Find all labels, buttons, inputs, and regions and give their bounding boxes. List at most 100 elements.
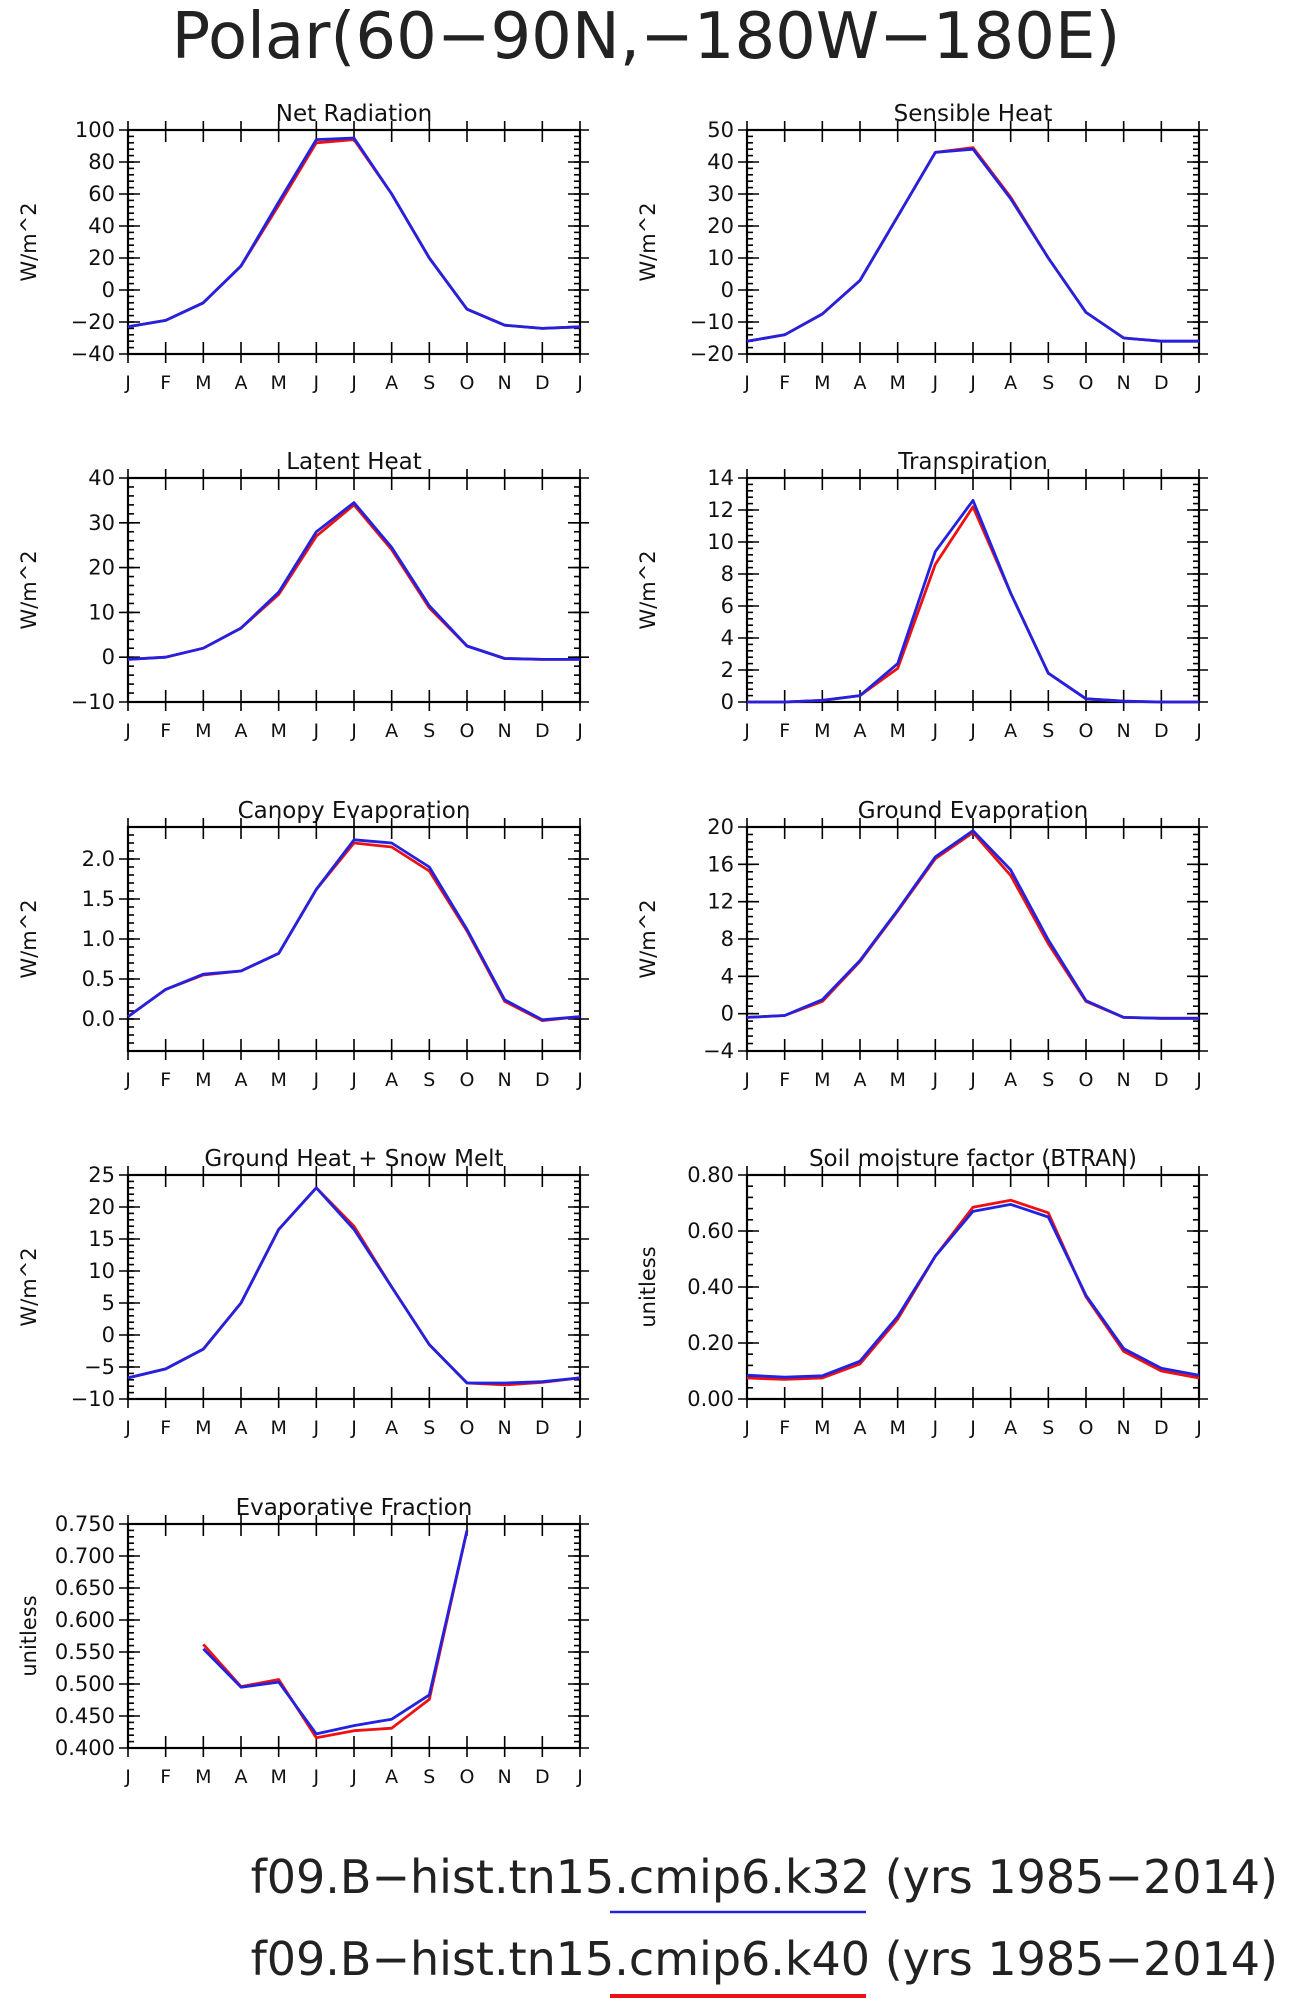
- net-radiation-x-tick-label: D: [535, 372, 550, 394]
- net-radiation-y-tick-label: 0: [102, 278, 115, 302]
- soil-moisture-factor-btran-x-tick-label: M: [814, 1417, 830, 1439]
- soil-moisture-factor-btran-x-tick-label: J: [743, 1417, 750, 1439]
- canopy-evaporation-x-tick-label: J: [576, 1069, 583, 1091]
- latent-heat-series-line-k32: [127, 501, 580, 661]
- transpiration-y-tick-label: 12: [707, 498, 734, 522]
- sensible-heat-x-tick-label: J: [1195, 372, 1202, 394]
- ground-heat-snow-melt-y-tick-label: 20: [88, 1195, 115, 1219]
- latent-heat-series-line-k40: [127, 503, 580, 661]
- sensible-heat-y-tick-label: −20: [690, 342, 734, 366]
- soil-moisture-factor-btran-x-tick-label: J: [969, 1417, 976, 1439]
- ground-evaporation-y-tick-label: 4: [721, 964, 734, 988]
- transpiration-x-tick-label: J: [932, 720, 939, 742]
- soil-moisture-factor-btran-x-tick-label: J: [1195, 1417, 1202, 1439]
- evaporative-fraction-y-tick-label: 0.500: [55, 1672, 115, 1696]
- evaporative-fraction-x-tick-label: F: [160, 1766, 171, 1788]
- ground-evaporation-x-tick-label: O: [1079, 1069, 1094, 1091]
- latent-heat-x-tick-label: D: [535, 720, 550, 742]
- sensible-heat-y-tick-label: 10: [707, 246, 734, 270]
- net-radiation-x-tick-label: S: [423, 372, 435, 394]
- ground-evaporation-x-tick-label: J: [743, 1069, 750, 1091]
- ground-heat-snow-melt-x-tick-label: A: [235, 1417, 248, 1439]
- evaporative-fraction-series-line-k32: [202, 1530, 469, 1736]
- latent-heat-y-axis-label: W/m^2: [17, 550, 41, 629]
- latent-heat-x-tick-label: O: [460, 720, 475, 742]
- ground-heat-snow-melt-y-tick-label: 5: [102, 1291, 115, 1315]
- latent-heat-x-tick-label: M: [270, 720, 286, 742]
- evaporative-fraction-x-tick-label: J: [350, 1766, 357, 1788]
- soil-moisture-factor-btran-series-line-k40: [746, 1198, 1200, 1381]
- soil-moisture-factor-btran-x-tick-label: F: [779, 1417, 790, 1439]
- transpiration-y-tick-label: 10: [707, 530, 734, 554]
- evaporative-fraction-plot-frame: [126, 1522, 582, 1750]
- evaporative-fraction-panel: Evaporative Fractionunitless0.4000.4500.…: [17, 1495, 589, 1788]
- canopy-evaporation-x-tick-label: S: [423, 1069, 435, 1091]
- soil-moisture-factor-btran-x-tick-label: D: [1154, 1417, 1169, 1439]
- transpiration-y-tick-label: 4: [721, 626, 734, 650]
- evaporative-fraction-series-line-k40: [202, 1530, 469, 1740]
- ground-heat-snow-melt-y-tick-label: 15: [88, 1227, 115, 1251]
- canopy-evaporation-y-tick-label: 1.0: [82, 927, 115, 951]
- ground-evaporation-x-tick-label: J: [932, 1069, 939, 1091]
- transpiration-y-tick-label: 8: [721, 562, 734, 586]
- net-radiation-x-tick-label: O: [460, 372, 475, 394]
- net-radiation-series-line-k40: [127, 138, 581, 330]
- ground-evaporation-x-tick-label: M: [889, 1069, 905, 1091]
- ground-evaporation-x-tick-label: J: [1195, 1069, 1202, 1091]
- canopy-evaporation-y-tick-label: 0.5: [82, 967, 115, 991]
- latent-heat-y-tick-label: 20: [88, 556, 115, 580]
- legend-entry-k32: f09.B−hist.tn15.cmip6.k32 (yrs 1985−2014…: [251, 1850, 1278, 1904]
- sensible-heat-x-tick-label: J: [932, 372, 939, 394]
- ground-evaporation-x-tick-label: A: [854, 1069, 867, 1091]
- latent-heat-plot-frame: [126, 476, 582, 704]
- transpiration-y-tick-label: 2: [721, 658, 734, 682]
- ground-heat-snow-melt-y-tick-label: −10: [71, 1387, 115, 1411]
- ground-evaporation-series-line-k40: [746, 831, 1199, 1020]
- ground-evaporation-y-tick-label: 12: [707, 890, 734, 914]
- transpiration-x-tick-label: J: [1195, 720, 1202, 742]
- canopy-evaporation-plot-frame: [126, 825, 582, 1053]
- net-radiation-y-axis-label: W/m^2: [17, 202, 41, 281]
- latent-heat-y-tick-label: 40: [88, 466, 115, 490]
- ground-evaporation-x-tick-label: M: [814, 1069, 830, 1091]
- evaporative-fraction-y-tick-label: 0.600: [55, 1608, 115, 1632]
- net-radiation-y-tick-label: 40: [88, 214, 115, 238]
- ground-heat-snow-melt-y-axis-label: W/m^2: [17, 1247, 41, 1326]
- sensible-heat-x-tick-label: A: [854, 372, 867, 394]
- ground-evaporation-x-tick-label: D: [1154, 1069, 1169, 1091]
- evaporative-fraction-x-tick-label: M: [195, 1766, 211, 1788]
- ground-evaporation-y-tick-label: 20: [707, 815, 734, 839]
- sensible-heat-x-tick-label: A: [1004, 372, 1017, 394]
- transpiration-plot-frame: [745, 476, 1201, 704]
- canopy-evaporation-series-line-k32: [127, 838, 581, 1022]
- soil-moisture-factor-btran-y-tick-label: 0.00: [687, 1387, 734, 1411]
- ground-heat-snow-melt-y-tick-label: 0: [102, 1323, 115, 1347]
- ground-evaporation-y-axis-label: W/m^2: [636, 899, 660, 978]
- ground-evaporation-x-tick-label: F: [779, 1069, 790, 1091]
- ground-heat-snow-melt-x-tick-label: A: [385, 1417, 398, 1439]
- net-radiation-y-tick-label: −20: [71, 310, 115, 334]
- sensible-heat-y-tick-label: 50: [707, 118, 734, 142]
- net-radiation-x-tick-label: J: [313, 372, 320, 394]
- ground-heat-snow-melt-plot-frame: [126, 1173, 582, 1401]
- latent-heat-y-tick-label: 10: [88, 600, 115, 624]
- soil-moisture-factor-btran-y-tick-label: 0.20: [687, 1331, 734, 1355]
- transpiration-x-tick-label: S: [1042, 720, 1054, 742]
- ground-heat-snow-melt-series-line-k40: [127, 1186, 581, 1387]
- evaporative-fraction-x-tick-label: O: [460, 1766, 475, 1788]
- canopy-evaporation-x-tick-label: N: [498, 1069, 512, 1091]
- sensible-heat-x-tick-label: M: [889, 372, 905, 394]
- ground-heat-snow-melt-x-tick-label: F: [160, 1417, 171, 1439]
- evaporative-fraction-y-axis-label: unitless: [17, 1595, 41, 1676]
- sensible-heat-y-tick-label: −10: [690, 310, 734, 334]
- ground-heat-snow-melt-x-tick-label: S: [423, 1417, 435, 1439]
- soil-moisture-factor-btran-series-line-k32: [746, 1203, 1200, 1379]
- latent-heat-y-tick-label: 30: [88, 511, 115, 535]
- net-radiation-x-tick-label: J: [350, 372, 357, 394]
- transpiration-series-line-k32: [747, 498, 1199, 704]
- latent-heat-x-tick-label: A: [385, 720, 398, 742]
- evaporative-fraction-x-tick-label: A: [385, 1766, 398, 1788]
- ground-heat-snow-melt-x-tick-label: D: [535, 1417, 550, 1439]
